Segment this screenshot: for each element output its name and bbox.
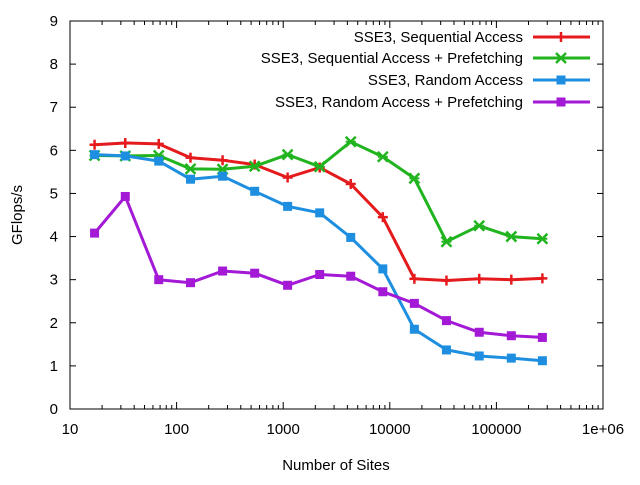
data-point xyxy=(376,150,389,163)
legend-entry: SSE3, Sequential Access + Prefetching xyxy=(261,50,590,67)
data-point xyxy=(185,152,196,163)
data-point xyxy=(120,191,130,201)
series-3 xyxy=(90,150,547,366)
x-tick-label: 10000 xyxy=(369,421,411,438)
data-point xyxy=(378,264,388,274)
data-point xyxy=(505,230,518,243)
y-tick-label: 2 xyxy=(50,315,58,332)
data-point xyxy=(474,273,485,284)
legend-label: SSE3, Sequential Access xyxy=(354,29,523,46)
data-point xyxy=(313,160,326,173)
plot-frame xyxy=(69,20,604,410)
data-point xyxy=(537,332,547,342)
x-tick-label: 1000 xyxy=(267,421,300,438)
data-point xyxy=(345,178,356,189)
data-point xyxy=(409,298,419,308)
data-point xyxy=(315,208,325,218)
series-4 xyxy=(90,191,547,342)
data-point xyxy=(344,135,357,148)
legend-marker xyxy=(556,32,566,42)
y-tick-label: 7 xyxy=(50,99,58,116)
legend-marker xyxy=(555,52,567,64)
data-point xyxy=(90,228,100,238)
data-point xyxy=(409,324,419,334)
y-tick-label: 0 xyxy=(50,401,58,418)
data-point xyxy=(537,356,547,366)
data-point xyxy=(184,162,197,175)
data-point xyxy=(506,274,517,285)
y-tick-label: 8 xyxy=(50,56,58,73)
data-point xyxy=(441,275,452,286)
data-point xyxy=(536,232,549,245)
data-point xyxy=(282,172,293,183)
data-point xyxy=(441,345,451,355)
data-point xyxy=(154,156,164,166)
legend-label: SSE3, Sequential Access + Prefetching xyxy=(261,50,523,67)
y-tick-label: 5 xyxy=(50,185,58,202)
series-line xyxy=(93,195,543,339)
legend-marker xyxy=(556,97,566,107)
data-point xyxy=(378,287,388,297)
data-point xyxy=(90,150,100,160)
legend-label: SSE3, Random Access xyxy=(368,72,523,89)
data-point xyxy=(248,160,261,173)
y-tick-label: 9 xyxy=(50,13,58,30)
data-point xyxy=(506,353,516,363)
y-axis-label: GFlops/s xyxy=(9,185,26,245)
legend-entry: SSE3, Random Access xyxy=(368,72,590,89)
data-point xyxy=(154,275,164,285)
data-point xyxy=(315,269,325,279)
x-tick-label: 100 xyxy=(164,421,189,438)
x-tick-label: 10 xyxy=(62,421,79,438)
y-tick-label: 3 xyxy=(50,272,58,289)
data-point xyxy=(283,201,293,211)
legend-entry: SSE3, Random Access + Prefetching xyxy=(275,94,590,111)
data-point xyxy=(250,268,260,278)
series-2 xyxy=(88,135,549,248)
y-tick-label: 6 xyxy=(50,142,58,159)
y-tick-label: 4 xyxy=(50,229,58,246)
x-tick-label: 1e+06 xyxy=(582,421,624,438)
data-point xyxy=(89,139,100,150)
data-point xyxy=(506,331,516,341)
data-point xyxy=(346,232,356,242)
x-tick-label: 100000 xyxy=(471,421,521,438)
data-point xyxy=(185,278,195,288)
legend-marker xyxy=(556,75,566,85)
data-point xyxy=(440,235,453,248)
data-point xyxy=(218,266,228,276)
data-point xyxy=(409,273,420,284)
data-point xyxy=(346,271,356,281)
data-point xyxy=(408,172,421,185)
legend-entry: SSE3, Sequential Access xyxy=(354,29,590,46)
data-point xyxy=(283,280,293,290)
data-point xyxy=(377,212,388,223)
data-point xyxy=(185,174,195,184)
data-point xyxy=(537,273,548,284)
y-tick-label: 1 xyxy=(50,358,58,375)
data-point xyxy=(474,351,484,361)
data-point xyxy=(474,327,484,337)
data-point xyxy=(120,138,131,149)
data-point xyxy=(217,155,228,166)
data-point xyxy=(441,316,451,326)
legend-label: SSE3, Random Access + Prefetching xyxy=(275,94,523,111)
data-point xyxy=(153,138,164,149)
data-point xyxy=(473,219,486,232)
x-axis-label: Number of Sites xyxy=(282,457,390,474)
data-point xyxy=(120,151,130,161)
data-point xyxy=(250,186,260,196)
data-point xyxy=(281,148,294,161)
data-point xyxy=(218,171,228,181)
